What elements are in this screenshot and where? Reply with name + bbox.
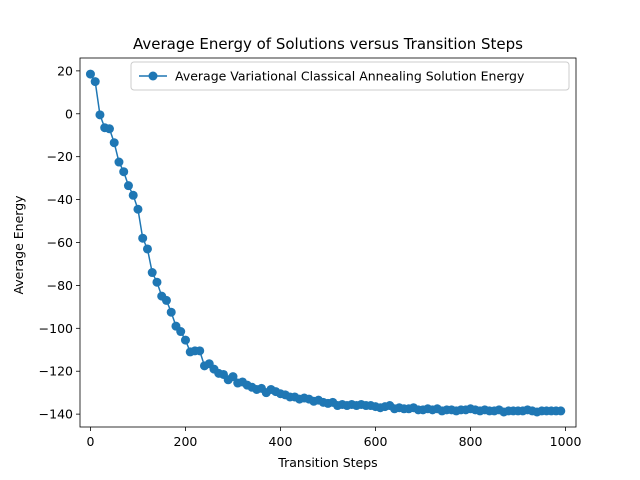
data-point <box>556 406 566 416</box>
axes: 0 200 400 600 800 1000200−20−40−60−80−100−120… <box>39 57 582 449</box>
data-point <box>109 138 119 148</box>
y-tick-label: −80 <box>47 278 73 293</box>
legend-label: Average Variational Classical Annealing … <box>175 69 525 84</box>
data-point <box>142 244 152 254</box>
data-point <box>128 190 138 200</box>
y-tick-label: 20 <box>57 63 73 78</box>
data-point <box>176 327 186 337</box>
data-point <box>85 69 95 79</box>
data-point <box>104 124 114 134</box>
y-tick-label: −120 <box>39 364 73 379</box>
data-point <box>147 268 157 278</box>
data-point <box>228 372 238 382</box>
x-tick-label: 1000 <box>550 434 582 449</box>
data-point <box>133 204 143 214</box>
x-axis-label: Transition Steps <box>277 455 377 470</box>
x-tick-label: 800 <box>459 434 483 449</box>
data-point <box>180 335 190 345</box>
x-tick-label: 400 <box>269 434 293 449</box>
data-point <box>138 233 148 243</box>
data-point <box>114 157 124 167</box>
data-point <box>123 181 133 191</box>
data-point <box>119 167 129 177</box>
data-point <box>152 277 162 287</box>
legend-marker-swatch <box>148 71 158 81</box>
data-point <box>161 295 171 305</box>
x-tick-label: 200 <box>174 434 198 449</box>
x-tick-label: 600 <box>364 434 388 449</box>
legend: Average Variational Classical Annealing … <box>130 61 570 91</box>
y-tick-label: −40 <box>47 192 73 207</box>
y-tick-label: −20 <box>47 149 73 164</box>
y-tick-label: −100 <box>39 321 73 336</box>
y-axis-label: Average Energy <box>11 195 26 295</box>
data-point <box>95 110 105 120</box>
plot-area <box>85 69 566 417</box>
y-tick-label: −140 <box>39 407 73 422</box>
data-point <box>166 307 176 317</box>
data-point <box>195 346 205 356</box>
x-tick-label: 0 <box>86 434 94 449</box>
legend-box <box>130 61 570 91</box>
y-tick-label: −60 <box>47 235 73 250</box>
y-tick-label: 0 <box>65 106 73 121</box>
data-point <box>90 77 100 87</box>
chart-title: Average Energy of Solutions versus Trans… <box>133 35 523 53</box>
